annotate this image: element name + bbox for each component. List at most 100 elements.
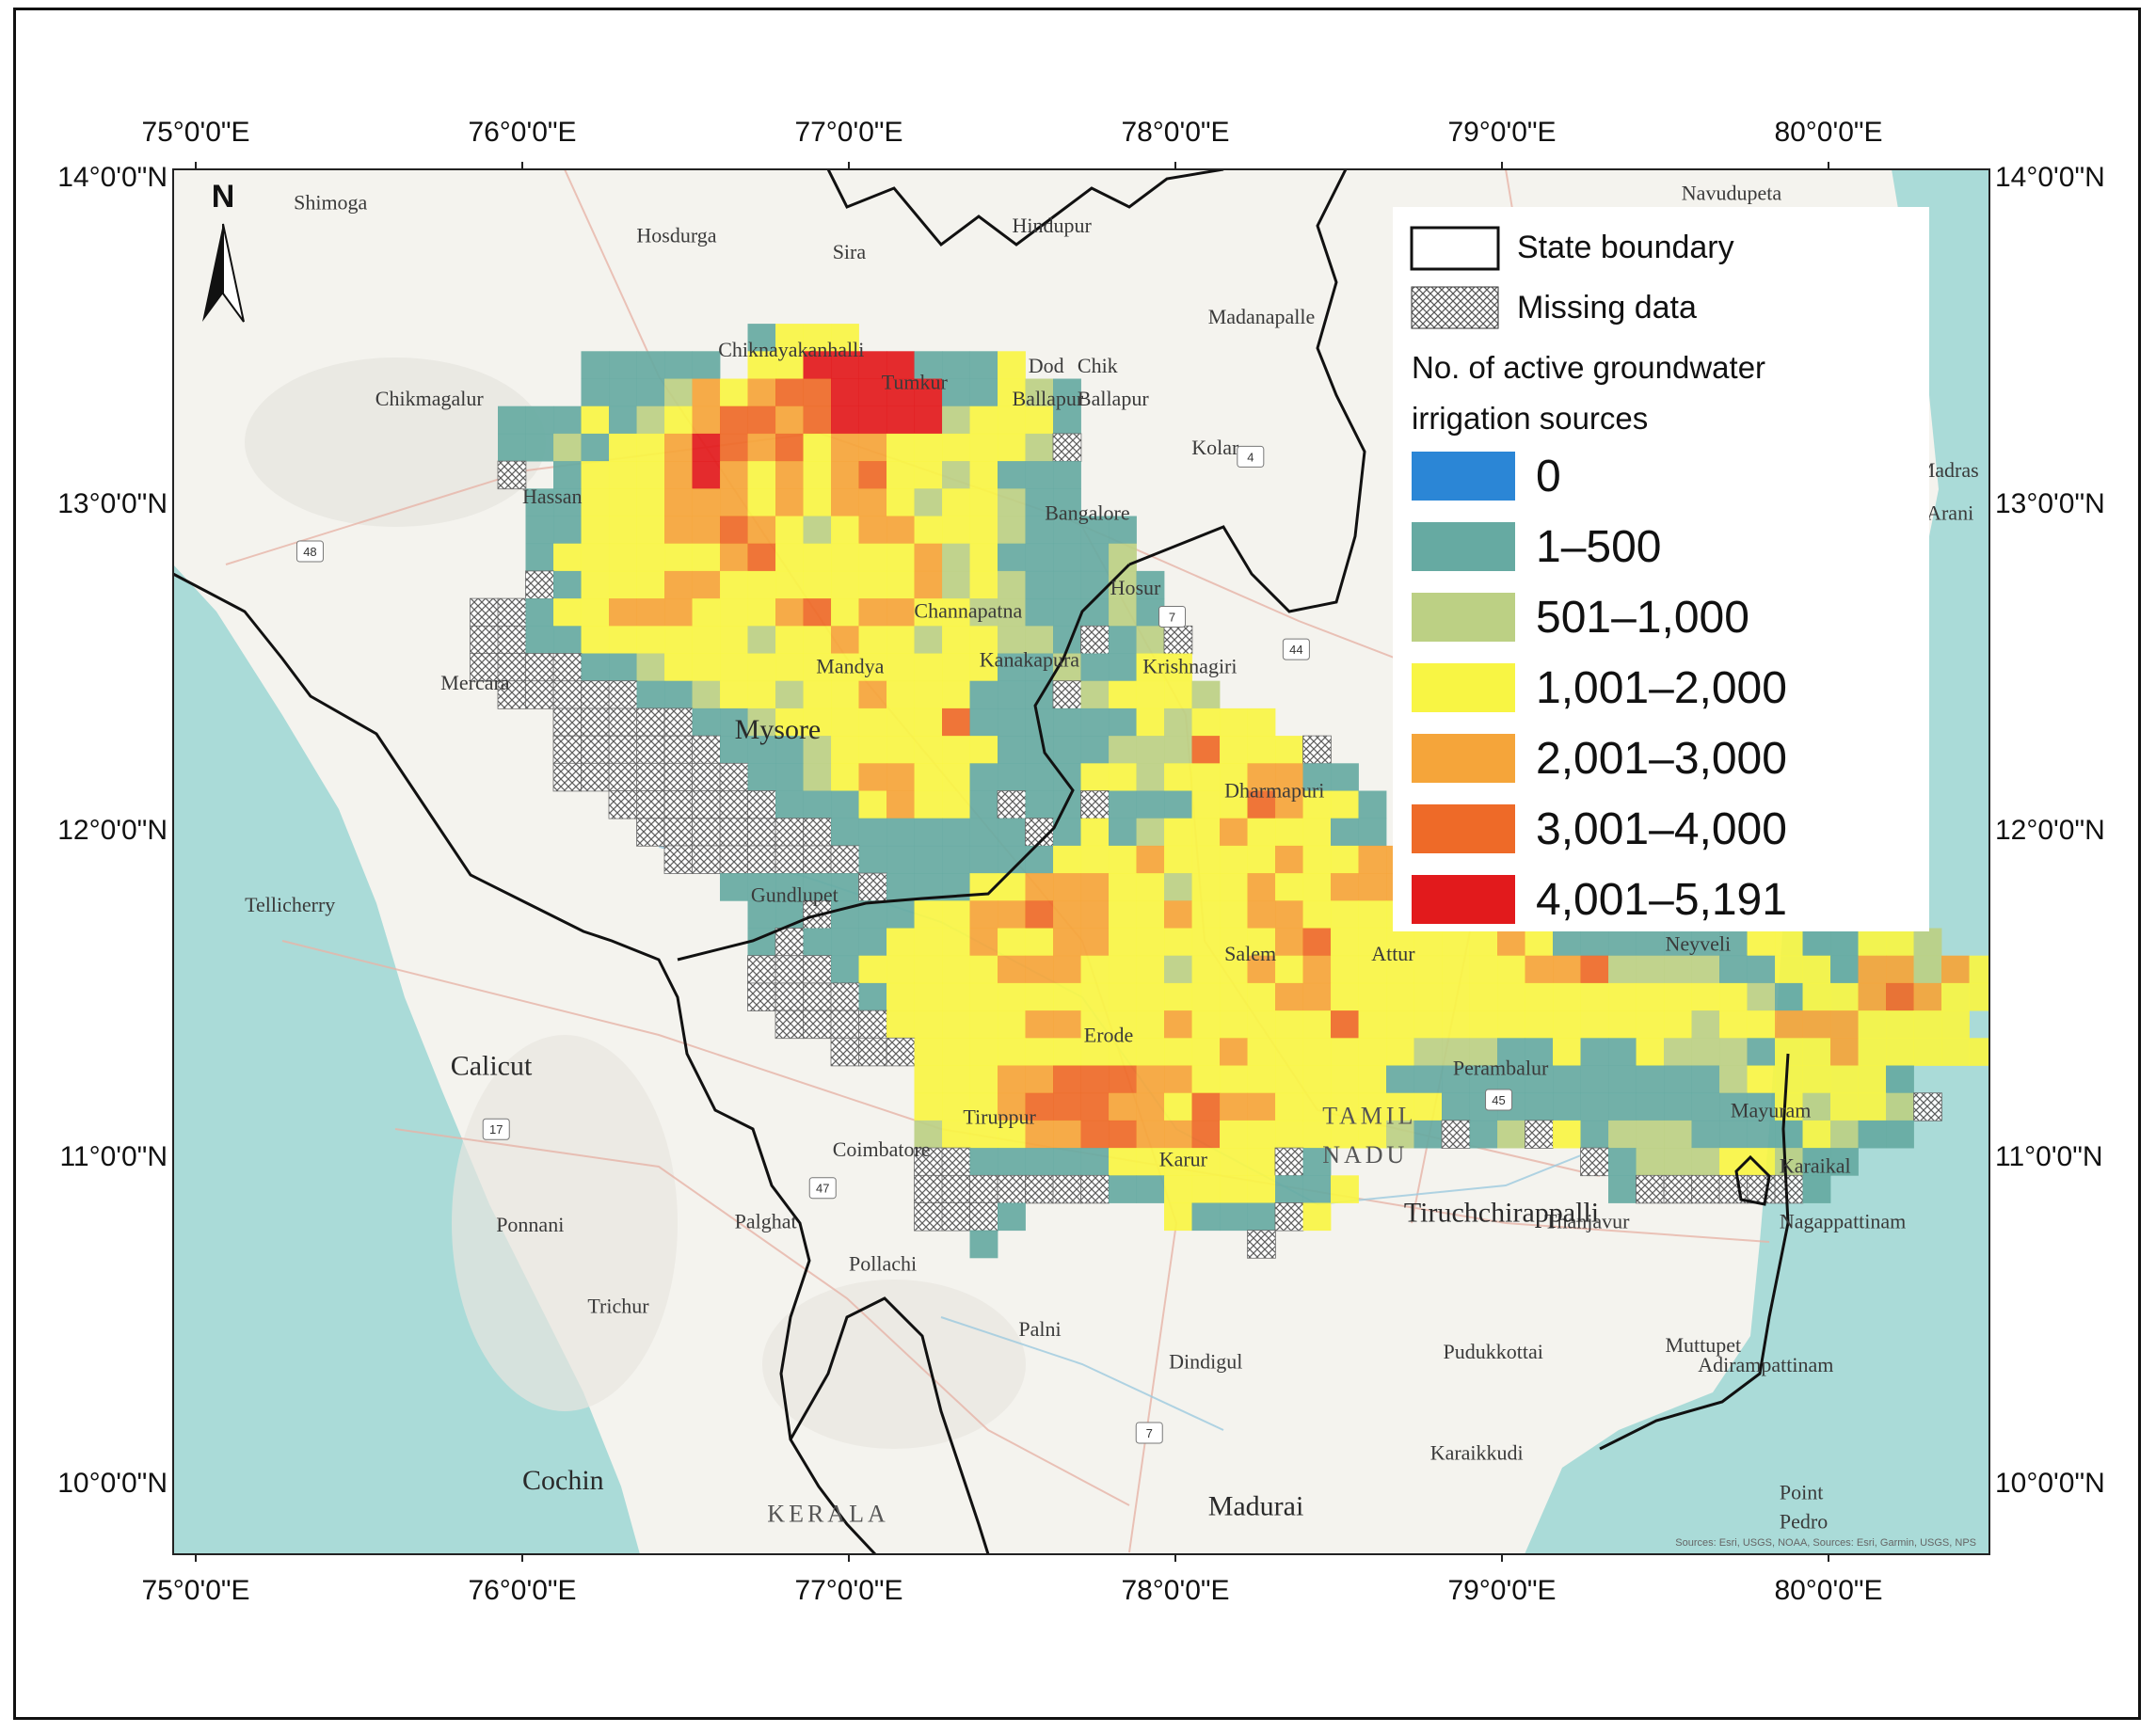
place-label: Chik bbox=[1078, 354, 1118, 377]
lat-tick-left: 10°0'0"N bbox=[57, 1468, 168, 1499]
grid-cell bbox=[1136, 1038, 1165, 1066]
grid-cell bbox=[1302, 982, 1332, 1011]
grid-cell bbox=[1053, 1065, 1081, 1094]
missing-data-cell bbox=[914, 1174, 943, 1204]
grid-cell bbox=[1053, 873, 1081, 901]
grid-cell bbox=[998, 736, 1026, 764]
missing-data-cell bbox=[803, 982, 832, 1011]
grid-cell bbox=[1220, 1038, 1248, 1066]
grid-cell bbox=[636, 405, 665, 435]
grid-cell bbox=[775, 543, 804, 572]
place-label: Erode bbox=[1084, 1024, 1134, 1047]
grid-cell bbox=[831, 708, 859, 737]
grid-cell bbox=[1080, 708, 1110, 737]
grid-cell bbox=[1109, 708, 1137, 737]
grid-cell bbox=[1247, 1010, 1276, 1039]
legend-class-label: 4,001–5,191 bbox=[1536, 875, 1787, 925]
grid-cell bbox=[1247, 1038, 1276, 1066]
grid-cell bbox=[831, 351, 859, 379]
grid-cell bbox=[747, 763, 776, 791]
grid-cell bbox=[1997, 983, 2025, 1011]
grid-cell bbox=[1191, 1010, 1221, 1039]
grid-cell bbox=[609, 543, 637, 572]
grid-cell bbox=[803, 873, 832, 901]
grid-cell bbox=[1247, 928, 1276, 957]
grid-cell bbox=[1136, 845, 1165, 874]
grid-cell bbox=[942, 543, 970, 572]
missing-data-cell bbox=[1663, 1174, 1693, 1204]
missing-data-cell bbox=[1691, 1174, 1720, 1204]
grid-cell bbox=[1553, 1038, 1581, 1066]
grid-cell bbox=[1913, 982, 1942, 1011]
city-label: Cochin bbox=[522, 1465, 604, 1496]
missing-data-cell bbox=[692, 762, 721, 792]
grid-cell bbox=[1719, 1148, 1748, 1176]
grid-cell bbox=[886, 626, 915, 654]
grid-cell bbox=[831, 461, 859, 489]
grid-cell bbox=[942, 570, 970, 599]
grid-cell bbox=[1302, 1120, 1332, 1149]
grid-cell bbox=[1802, 1010, 1831, 1039]
grid-cell bbox=[525, 433, 554, 462]
missing-data-cell bbox=[608, 680, 638, 709]
missing-data-cell bbox=[803, 845, 832, 874]
legend-class-swatch bbox=[1412, 522, 1515, 571]
grid-cell bbox=[1247, 982, 1276, 1011]
grid-cell bbox=[1386, 1010, 1414, 1039]
missing-data-cell bbox=[608, 735, 638, 765]
place-label: Point bbox=[1780, 1480, 1823, 1503]
grid-cell bbox=[692, 598, 721, 627]
missing-data-cell bbox=[997, 790, 1027, 819]
grid-cell bbox=[858, 570, 887, 599]
grid-cell bbox=[831, 543, 859, 572]
grid-cell bbox=[886, 378, 915, 407]
missing-data-cell bbox=[830, 845, 860, 874]
missing-data-cell bbox=[775, 845, 805, 874]
grid-cell bbox=[831, 928, 859, 957]
grid-cell bbox=[636, 570, 665, 599]
grid-cell bbox=[1691, 1120, 1720, 1149]
grid-cell bbox=[1136, 708, 1165, 737]
grid-cell bbox=[747, 433, 776, 462]
grid-cell bbox=[969, 626, 998, 654]
grid-cell bbox=[1386, 1120, 1414, 1149]
grid-cell bbox=[720, 653, 748, 682]
grid-cell bbox=[1664, 982, 1692, 1011]
road-shield-icon: 45 bbox=[1485, 1089, 1513, 1111]
grid-cell bbox=[886, 873, 915, 901]
grid-cell bbox=[886, 570, 915, 599]
grid-cell bbox=[1247, 818, 1276, 847]
grid-cell bbox=[775, 900, 804, 929]
missing-data-cell bbox=[886, 1037, 916, 1067]
grid-cell bbox=[1830, 982, 1859, 1011]
place-label: Mercara bbox=[440, 671, 510, 694]
grid-cell bbox=[775, 351, 804, 379]
grid-cell bbox=[1164, 1010, 1192, 1039]
grid-cell bbox=[1275, 1175, 1303, 1203]
grid-cell bbox=[1386, 1065, 1414, 1094]
grid-cell bbox=[1608, 928, 1637, 957]
grid-cell bbox=[1858, 955, 1887, 984]
grid-cell bbox=[692, 626, 721, 654]
grid-cell bbox=[1136, 570, 1165, 599]
grid-cell bbox=[1719, 1065, 1748, 1094]
grid-cell bbox=[942, 680, 970, 709]
grid-cell bbox=[1136, 873, 1165, 901]
grid-cell bbox=[1747, 955, 1776, 984]
grid-cell bbox=[1442, 1010, 1470, 1039]
grid-cell bbox=[664, 433, 693, 462]
grid-cell bbox=[1302, 1092, 1332, 1121]
legend-class-label: 501–1,000 bbox=[1536, 593, 1749, 643]
grid-cell bbox=[858, 543, 887, 572]
grid-cell bbox=[1608, 1038, 1637, 1066]
grid-cell bbox=[1164, 900, 1192, 929]
grid-cell bbox=[914, 1038, 943, 1066]
grid-cell bbox=[747, 488, 776, 517]
road-shield-icon: 48 bbox=[295, 540, 324, 563]
missing-data-cell bbox=[1080, 625, 1110, 655]
grid-cell bbox=[1969, 1038, 1989, 1066]
place-label: Chikmagalur bbox=[375, 387, 485, 410]
grid-cell bbox=[1025, 928, 1054, 957]
grid-cell bbox=[914, 900, 943, 929]
road-shield-icon: 7 bbox=[1158, 605, 1187, 628]
